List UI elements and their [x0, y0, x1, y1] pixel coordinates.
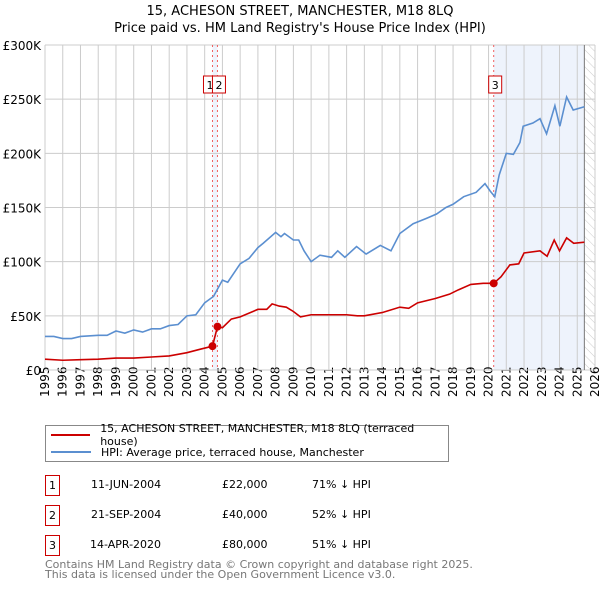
x-tick-label: 2007: [251, 366, 265, 397]
x-tick-label: 2022: [517, 366, 531, 397]
x-tick-label: 2024: [553, 366, 567, 397]
y-tick-label: £100K: [3, 256, 43, 270]
legend: 15, ACHESON STREET, MANCHESTER, M18 8LQ …: [45, 422, 449, 462]
x-tick-label: 2017: [428, 366, 442, 397]
x-tick-label: 2015: [393, 366, 407, 397]
x-tick-label: 2005: [215, 366, 229, 397]
footer-licence: This data is licensed under the Open Gov…: [45, 568, 396, 581]
sale-row: 3 14-APR-2020 £80,000 51% ↓ HPI: [45, 535, 465, 556]
x-tick-label: 2026: [588, 366, 600, 397]
footer-copyright: Contains HM Land Registry data © Crown c…: [45, 558, 473, 571]
y-tick-label: £150K: [3, 202, 43, 216]
y-tick-label: £300K: [3, 39, 43, 53]
sale-label-box: [488, 75, 503, 94]
x-tick-label: 1995: [38, 366, 52, 397]
sale-price: £40,000: [222, 508, 268, 521]
sale-date: 14-APR-2020: [90, 538, 162, 551]
legend-item-hpi: HPI: Average price, terraced house, Manc…: [46, 444, 364, 460]
x-tick-label: 2006: [233, 366, 247, 397]
sale-hpi: 71% ↓ HPI: [312, 478, 371, 491]
legend-label: 15, ACHESON STREET, MANCHESTER, M18 8LQ …: [100, 422, 415, 448]
sale-date: 11-JUN-2004: [91, 478, 162, 491]
x-tick-label: 2002: [162, 366, 176, 397]
x-tick-label: 2010: [304, 366, 318, 397]
sale-hpi: 52% ↓ HPI: [312, 508, 371, 521]
x-tick-label: 2012: [340, 366, 354, 397]
x-tick-label: 1998: [91, 366, 105, 397]
x-tick-label: 1997: [73, 366, 87, 397]
chart-subtitle: Price paid vs. HM Land Registry's House …: [114, 21, 486, 36]
legend-label: HPI: Average price, terraced house, Manc…: [101, 445, 364, 459]
sale-row: 2 21-SEP-2004 £40,000 52% ↓ HPI: [45, 505, 465, 526]
sale-number: 3: [45, 535, 60, 556]
x-tick-label: 1996: [56, 366, 70, 397]
x-tick-label: 2018: [446, 366, 460, 397]
sale-label: 2: [215, 79, 222, 92]
x-tick-label: 2016: [411, 366, 425, 397]
x-tick-label: 2003: [180, 366, 194, 397]
y-tick-label: £0: [26, 364, 41, 378]
x-tick-label: 2014: [375, 366, 389, 397]
legend-item-property: 15, ACHESON STREET, MANCHESTER, M18 8LQ …: [46, 422, 448, 448]
x-tick-label: 2009: [286, 366, 300, 397]
x-tick-label: 1999: [109, 366, 123, 397]
sale-hpi: 51% ↓ HPI: [312, 538, 371, 551]
footer: Contains HM Land Registry data © Crown c…: [45, 558, 473, 581]
sale-point: [208, 342, 217, 351]
blue-line-swatch: [51, 451, 91, 453]
y-tick-label: £50K: [10, 310, 42, 324]
sale-row: 1 11-JUN-2004 £22,000 71% ↓ HPI: [45, 475, 465, 496]
red-line-swatch: [51, 434, 91, 436]
sale-point: [213, 322, 222, 331]
sale-number: 1: [45, 475, 60, 496]
chart-title: 15, ACHESON STREET, MANCHESTER, M18 8LQ: [146, 4, 454, 19]
sale-label: 3: [492, 79, 499, 92]
series-line: [44, 236, 585, 362]
sale-price: £22,000: [222, 478, 268, 491]
x-tick-label: 2004: [198, 366, 212, 397]
sale-point: [489, 279, 498, 288]
series-line: [45, 94, 585, 340]
y-tick-label: £250K: [3, 93, 43, 107]
x-tick-label: 2019: [464, 366, 478, 397]
x-tick-label: 2011: [322, 366, 336, 397]
sale-number: 2: [45, 505, 60, 526]
x-tick-label: 2021: [499, 366, 513, 397]
x-tick-label: 2023: [535, 366, 549, 397]
x-tick-label: 2020: [482, 366, 496, 397]
x-tick-label: 2013: [357, 366, 371, 397]
sale-price: £80,000: [222, 538, 268, 551]
price-chart: 1995 1996 1997 1998 1999 2000 2001 2002 2003 2004…: [3, 39, 600, 397]
sale-label: 1: [206, 79, 213, 92]
x-tick-label: 2000: [127, 366, 141, 397]
x-tick-label: 2001: [144, 366, 158, 397]
x-tick-label: 2008: [269, 366, 283, 397]
x-tick-label: 2025: [570, 366, 584, 397]
sale-date: 21-SEP-2004: [91, 508, 162, 521]
sale-label-box: [211, 75, 226, 94]
y-tick-label: £200K: [3, 147, 43, 161]
